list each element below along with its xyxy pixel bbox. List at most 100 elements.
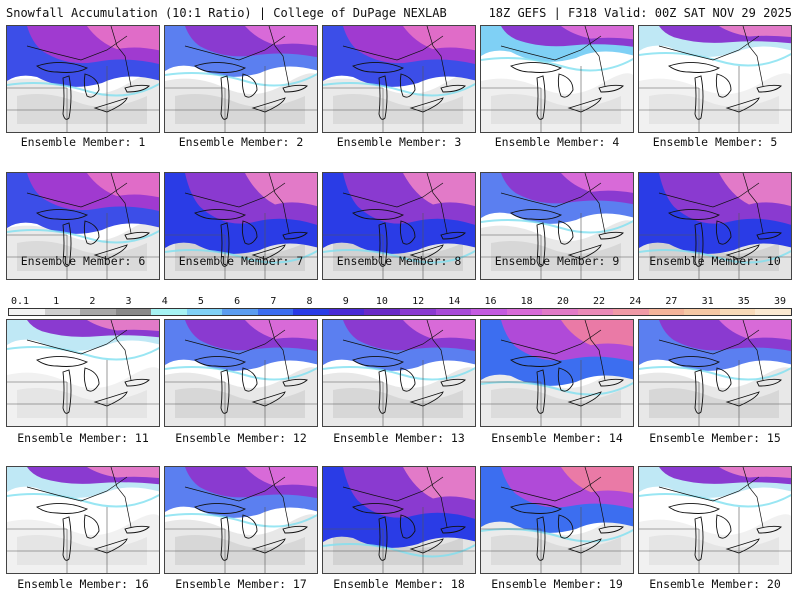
colorbar-swatch: [364, 309, 401, 315]
colorbar-label: 31: [701, 296, 714, 307]
colorbar-swatch: [44, 309, 81, 315]
snowfall-map: [165, 173, 317, 279]
snowfall-map: [639, 467, 791, 573]
snowfall-map: [481, 320, 633, 426]
ensemble-map: [480, 466, 634, 574]
member-caption: Ensemble Member: 13: [333, 431, 465, 445]
ensemble-map: [164, 25, 318, 133]
snowfall-map: [323, 173, 475, 279]
colorbar-swatch: [9, 309, 45, 315]
ensemble-map: [6, 319, 160, 427]
colorbar-label: 0.1: [10, 296, 30, 307]
page-title: Snowfall Accumulation (10:1 Ratio) | Col…: [6, 6, 447, 20]
snowfall-map: [481, 467, 633, 573]
member-caption: Ensemble Member: 12: [175, 431, 307, 445]
ensemble-map: [6, 25, 160, 133]
member-caption: Ensemble Member: 19: [491, 577, 623, 591]
snowfall-map: [165, 26, 317, 132]
ensemble-map: [638, 25, 792, 133]
snowfall-map: [639, 320, 791, 426]
colorbar-label: 1: [53, 296, 60, 307]
snowfall-map: [165, 467, 317, 573]
snowfall-map: [165, 320, 317, 426]
colorbar-swatch: [151, 309, 187, 315]
colorbar-label: 12: [412, 296, 425, 307]
member-caption: Ensemble Member: 1: [20, 135, 146, 149]
colorbar-label: 10: [375, 296, 388, 307]
run-info: 18Z GEFS | F318 Valid: 00Z SAT NOV 29 20…: [488, 6, 792, 20]
colorbar-swatch: [506, 309, 543, 315]
ensemble-map: [480, 319, 634, 427]
ensemble-map: [6, 172, 160, 280]
snowfall-map: [323, 26, 475, 132]
member-caption: Ensemble Member: 8: [336, 254, 462, 268]
snowfall-map: [7, 173, 159, 279]
ensemble-map: [638, 319, 792, 427]
colorbar-label: 3: [125, 296, 132, 307]
colorbar-swatch: [755, 309, 792, 315]
colorbar-label: 6: [234, 296, 241, 307]
member-caption: Ensemble Member: 18: [333, 577, 465, 591]
colorbar-swatch: [115, 309, 152, 315]
colorbar-label: 16: [484, 296, 497, 307]
member-caption: Ensemble Member: 6: [20, 254, 146, 268]
snowfall-map: [323, 467, 475, 573]
colorbar-label: 4: [161, 296, 168, 307]
colorbar-label: 24: [629, 296, 642, 307]
colorbar-swatch: [719, 309, 756, 315]
colorbar-swatch: [80, 309, 116, 315]
colorbar-swatch: [328, 309, 365, 315]
ensemble-map: [322, 172, 476, 280]
colorbar-label: 22: [593, 296, 606, 307]
colorbar-label: 18: [520, 296, 533, 307]
ensemble-map: [480, 25, 634, 133]
member-caption: Ensemble Member: 14: [491, 431, 623, 445]
member-caption: Ensemble Member: 20: [649, 577, 781, 591]
colorbar-label: 20: [556, 296, 569, 307]
colorbar-swatch: [648, 309, 685, 315]
member-caption: Ensemble Member: 10: [649, 254, 781, 268]
member-caption: Ensemble Member: 11: [17, 431, 149, 445]
snowfall-map: [639, 173, 791, 279]
colorbar-label: 39: [773, 296, 787, 307]
colorbar-swatches: [8, 308, 792, 316]
member-caption: Ensemble Member: 3: [336, 135, 462, 149]
member-caption: Ensemble Member: 15: [649, 431, 781, 445]
colorbar-label: 14: [448, 296, 461, 307]
colorbar-label: 8: [306, 296, 313, 307]
member-caption: Ensemble Member: 7: [178, 254, 304, 268]
colorbar-label: 27: [665, 296, 678, 307]
snowfall-map: [7, 320, 159, 426]
snowfall-map: [481, 173, 633, 279]
ensemble-map: [322, 319, 476, 427]
colorbar-swatch: [186, 309, 223, 315]
colorbar-swatch: [542, 309, 578, 315]
colorbar-swatch: [471, 309, 507, 315]
member-caption: Ensemble Member: 4: [494, 135, 620, 149]
member-caption: Ensemble Member: 17: [175, 577, 307, 591]
colorbar-label: 9: [342, 296, 349, 307]
colorbar-swatch: [293, 309, 329, 315]
member-caption: Ensemble Member: 9: [494, 254, 620, 268]
ensemble-map: [6, 466, 160, 574]
member-caption: Ensemble Member: 5: [652, 135, 778, 149]
snowfall-map: [7, 26, 159, 132]
snowfall-map: [7, 467, 159, 573]
snowfall-map: [639, 26, 791, 132]
colorbar-label: 7: [270, 296, 277, 307]
colorbar-swatch: [577, 309, 614, 315]
ensemble-map: [164, 466, 318, 574]
ensemble-map: [164, 319, 318, 427]
ensemble-map: [480, 172, 634, 280]
ensemble-map: [638, 466, 792, 574]
header: Snowfall Accumulation (10:1 Ratio) | Col…: [0, 0, 800, 22]
member-caption: Ensemble Member: 2: [178, 135, 304, 149]
colorbar-swatch: [684, 309, 720, 315]
colorbar-label: 2: [89, 296, 96, 307]
colorbar-swatch: [400, 309, 436, 315]
ensemble-map: [322, 466, 476, 574]
snowfall-map: [323, 320, 475, 426]
colorbar-swatch: [222, 309, 258, 315]
member-caption: Ensemble Member: 16: [17, 577, 149, 591]
ensemble-map: [164, 172, 318, 280]
